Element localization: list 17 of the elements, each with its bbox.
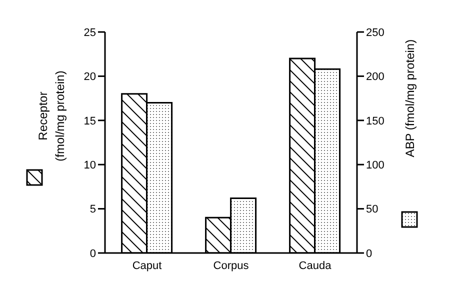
y2-tick-label: 200 <box>366 71 384 84</box>
y2-tick-label: 50 <box>366 204 378 216</box>
y-tick-label: 10 <box>84 160 96 172</box>
x-tick-label: Corpus <box>213 260 250 272</box>
y2-tick-label: 150 <box>366 115 384 128</box>
y-tick-label: 20 <box>84 71 96 84</box>
y-tick-label: 0 <box>90 248 96 260</box>
y2-axis-title: ABP (fmol/mg protein) <box>403 39 417 158</box>
y-tick-label: 15 <box>84 115 96 128</box>
y2-tick-label: 0 <box>366 248 372 260</box>
x-tick-label: Caput <box>132 260 162 272</box>
y-axis-title: Receptor (fmol/mg protein) <box>36 70 67 162</box>
y2-tick-label: 250 <box>366 26 384 39</box>
y2-tick-label: 100 <box>366 160 384 172</box>
x-tick-label: Cauda <box>298 260 332 272</box>
y-tick-label: 5 <box>90 204 96 216</box>
y-tick-label: 25 <box>84 26 96 39</box>
